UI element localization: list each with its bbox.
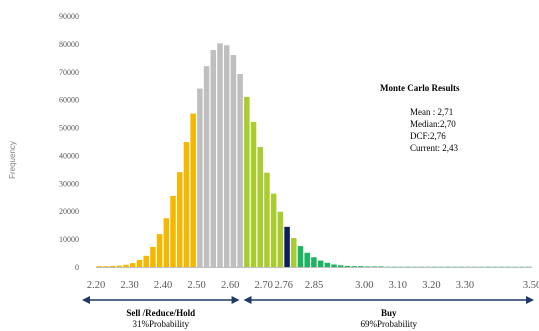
histogram-bars bbox=[96, 43, 532, 268]
histogram-bar bbox=[96, 266, 103, 267]
histogram-bar bbox=[103, 266, 109, 267]
histogram-bar bbox=[130, 263, 136, 267]
x-tick-label: 3.20 bbox=[422, 280, 440, 291]
y-tick-label: 80000 bbox=[59, 40, 79, 49]
histogram-bar bbox=[237, 74, 243, 267]
histogram-bar bbox=[284, 226, 290, 267]
buy-zone-probability: 69%Probability bbox=[361, 319, 418, 329]
x-tick-label: 2.60 bbox=[221, 280, 239, 291]
histogram-bar bbox=[136, 260, 143, 267]
x-tick-label: 2.30 bbox=[120, 280, 138, 291]
histogram-bar bbox=[143, 255, 149, 267]
histogram-bar bbox=[176, 172, 183, 267]
histogram-bar bbox=[203, 66, 210, 267]
histogram-bar bbox=[358, 266, 364, 267]
histogram-bar bbox=[297, 246, 304, 267]
histogram-bar bbox=[291, 238, 297, 267]
histogram-bar bbox=[123, 264, 129, 267]
y-tick-label: 40000 bbox=[59, 151, 79, 160]
histogram-bar bbox=[317, 260, 324, 267]
x-tick-label: 2.70 bbox=[255, 280, 273, 291]
histogram-bar bbox=[304, 252, 310, 267]
histogram-bar bbox=[250, 121, 257, 267]
annotation-title: Monte Carlo Results bbox=[380, 83, 460, 93]
x-tick-label: 2.85 bbox=[305, 280, 323, 291]
histogram-bar bbox=[163, 218, 170, 267]
x-tick-label: 3.50 bbox=[523, 280, 539, 291]
histogram-bar bbox=[257, 147, 263, 267]
histogram-bar bbox=[378, 266, 384, 267]
sell-zone-probability: 31%Probability bbox=[133, 319, 190, 329]
y-tick-label: 0 bbox=[75, 263, 79, 272]
histogram-bar bbox=[197, 88, 203, 267]
y-tick-label: 10000 bbox=[59, 235, 79, 244]
y-tick-labels: 0 10000 20000 30000 40000 50000 60000 70000 8000… bbox=[59, 12, 79, 272]
histogram-bar bbox=[109, 265, 116, 267]
annotation-mean: Mean : 2,71 bbox=[410, 107, 453, 117]
x-tick-labels: 2.20 2.30 2.40 2.50 2.60 2.70 2.76 2.85 3.00 3.10… bbox=[87, 280, 539, 291]
y-tick-label: 90000 bbox=[59, 12, 79, 21]
x-tick-label: 3.00 bbox=[355, 280, 373, 291]
histogram-bar bbox=[230, 55, 237, 267]
histogram-bar bbox=[337, 265, 344, 267]
annotation-dcf: DCF:2,76 bbox=[410, 131, 446, 141]
y-tick-label: 30000 bbox=[59, 179, 79, 188]
histogram-bar bbox=[351, 266, 357, 267]
histogram-bar bbox=[223, 45, 230, 267]
buy-zone-label: Buy bbox=[381, 308, 397, 318]
y-tick-label: 60000 bbox=[59, 96, 79, 105]
y-tick-label: 70000 bbox=[59, 68, 79, 77]
x-tick-label: 2.50 bbox=[187, 280, 205, 291]
y-tick-label: 50000 bbox=[59, 124, 79, 133]
x-tick-label: 2.40 bbox=[154, 280, 172, 291]
histogram-bar bbox=[210, 50, 217, 267]
x-tick-label: 2.20 bbox=[87, 280, 105, 291]
y-axis-label: Frequency bbox=[8, 141, 17, 179]
histogram-bar bbox=[270, 193, 277, 267]
x-tick-label: 3.30 bbox=[456, 280, 474, 291]
histogram-bar bbox=[150, 246, 156, 267]
x-tick-label: 3.10 bbox=[389, 280, 407, 291]
histogram-bar bbox=[244, 96, 250, 267]
histogram-bar bbox=[311, 257, 317, 267]
y-tick-label: 20000 bbox=[59, 207, 79, 216]
histogram-bar bbox=[371, 266, 378, 267]
histogram-bar bbox=[156, 234, 163, 267]
histogram-bar bbox=[324, 262, 331, 267]
histogram-bar bbox=[331, 264, 337, 267]
histogram-bar bbox=[183, 142, 190, 267]
monte-carlo-results-box: Monte Carlo Results Mean : 2,71 Median:2… bbox=[380, 83, 460, 153]
sell-zone-label: Sell /Reduce/Hold bbox=[126, 308, 195, 318]
histogram-bar bbox=[277, 211, 284, 267]
annotation-current: Current: 2,43 bbox=[410, 143, 458, 153]
histogram-bar bbox=[170, 195, 176, 267]
histogram-bar bbox=[190, 113, 196, 267]
histogram-bar bbox=[344, 265, 351, 267]
histogram-bar bbox=[217, 43, 223, 267]
histogram-bar bbox=[364, 266, 371, 267]
histogram-bar bbox=[264, 172, 270, 267]
annotation-median: Median:2,70 bbox=[410, 119, 456, 129]
x-tick-label: 2.76 bbox=[275, 280, 293, 291]
histogram-bar bbox=[116, 265, 123, 267]
